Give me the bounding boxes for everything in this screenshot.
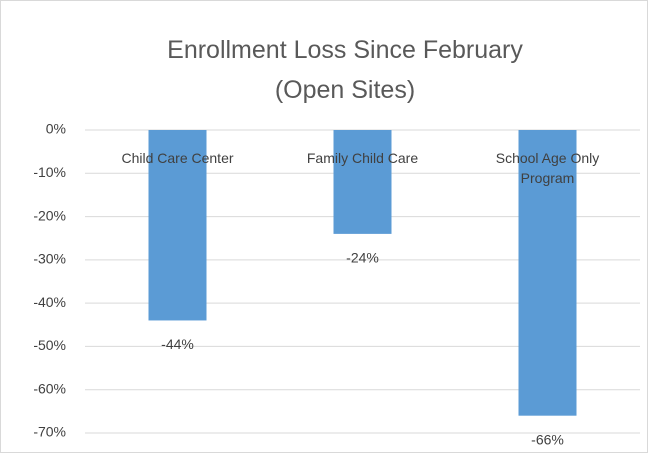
bar xyxy=(148,130,207,321)
bar xyxy=(518,130,577,416)
y-tick-label: 0% xyxy=(46,121,66,137)
y-tick-label: -10% xyxy=(33,164,66,180)
x-tick-label: School Age Only Program xyxy=(495,150,600,186)
chart-title: Enrollment Loss Since February (Open Sit… xyxy=(167,36,523,104)
bar xyxy=(333,130,392,234)
y-tick-label: -40% xyxy=(33,294,66,310)
data-label: -66% xyxy=(531,431,564,447)
y-tick-label: -60% xyxy=(33,380,66,396)
x-tick-label: Family Child Care xyxy=(306,150,419,166)
data-label: -44% xyxy=(161,336,194,352)
y-tick-label: -20% xyxy=(33,207,66,223)
y-tick-label: -70% xyxy=(33,424,66,440)
data-label: -24% xyxy=(346,250,379,266)
y-tick-label: -50% xyxy=(33,337,66,353)
y-tick-label: -30% xyxy=(33,251,66,267)
x-tick-label: Child Care Center xyxy=(121,150,234,166)
